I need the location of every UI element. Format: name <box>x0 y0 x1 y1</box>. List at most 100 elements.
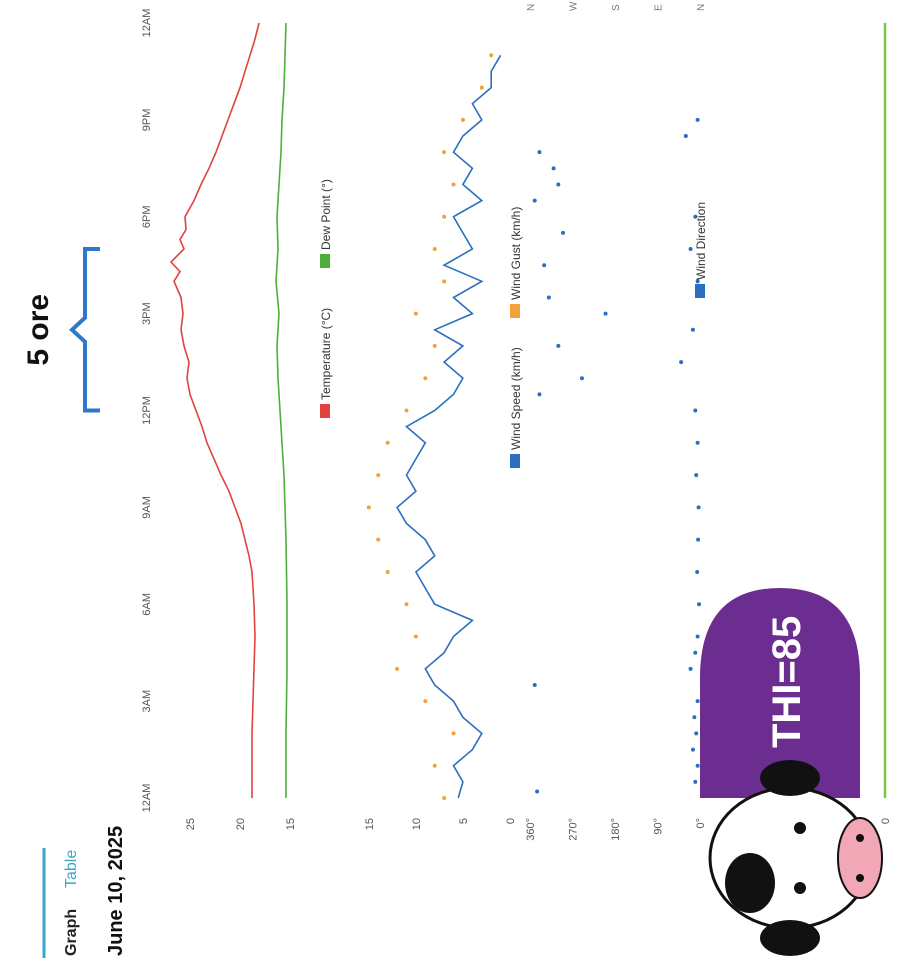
y-tick-label: 10 <box>411 818 423 830</box>
y-tick-label: 20 <box>235 818 247 830</box>
header: Graph Table June 10, 2025 <box>42 826 127 958</box>
y-tick-label: 360° <box>525 818 537 841</box>
wind-gust-point <box>385 569 390 574</box>
wind-direction-point <box>693 408 698 413</box>
date-label: June 10, 2025 <box>105 826 127 956</box>
badge-text: THI=85 <box>765 616 809 748</box>
wind-direction-point <box>556 343 561 348</box>
compass-label: N <box>526 4 537 11</box>
wind-gust-point <box>423 699 428 704</box>
temperature-line <box>169 22 260 798</box>
x-tick-label: 3AM <box>141 690 153 713</box>
legend-label: Wind Speed (km/h) <box>509 347 523 450</box>
wind-gust-point <box>432 343 437 348</box>
x-tick-label: 12AM <box>141 9 153 38</box>
badge-bubble <box>700 588 860 798</box>
legend-label: Dew Point (°) <box>319 179 333 250</box>
compass-label: W <box>569 1 580 11</box>
wind-gust-point <box>385 440 390 445</box>
wind-speed-line <box>396 54 502 799</box>
wind-direction-point <box>537 150 542 155</box>
tab-graph[interactable]: Graph <box>63 909 80 956</box>
y-tick-label: 0° <box>695 818 707 829</box>
thi-badge: THI=85 <box>700 588 883 956</box>
wind-direction-point <box>696 505 701 510</box>
annotation-bracket: 5 ore <box>22 247 100 413</box>
y-tick-label: 0 <box>505 818 517 824</box>
charts: 12AM 3AM 6AM 9AM 12PM 3PM 6PM 9PM 12AM 15 20 25 Temp… <box>141 1 892 841</box>
wind-direction-point <box>695 279 700 284</box>
y-tick-label: 15 <box>285 818 297 830</box>
dew-point-line <box>275 22 288 798</box>
wind-gust-point <box>376 473 381 478</box>
cow-ear-icon <box>760 760 820 796</box>
wind-gust-point <box>451 731 456 736</box>
wind-direction-point <box>688 666 693 671</box>
x-tick-label: 6PM <box>141 205 153 228</box>
wind-direction-point <box>693 650 698 655</box>
wind-gust-point <box>442 796 447 800</box>
wind-direction-point <box>697 602 702 607</box>
wind-direction-point <box>692 715 697 720</box>
wind-direction-point <box>695 634 700 639</box>
x-tick-label: 9PM <box>141 109 153 132</box>
bracket-line <box>69 247 100 413</box>
x-tick-label: 12PM <box>141 396 153 425</box>
y-tick-label: 90° <box>653 818 665 835</box>
y-tick-label: 180° <box>610 818 622 841</box>
x-tick-label: 12AM <box>141 784 153 813</box>
legend-label: Wind Gust (km/h) <box>509 207 523 300</box>
x-tick-label: 3PM <box>141 302 153 325</box>
wind-gust-point <box>395 666 400 671</box>
legend-swatch <box>320 254 330 268</box>
wind-gust-point <box>423 376 428 381</box>
cow-nostril-icon <box>856 874 864 882</box>
legend-swatch <box>510 454 520 468</box>
wind-direction-point <box>683 134 688 139</box>
wind-direction-point <box>579 376 584 381</box>
wind-gust-point <box>432 247 437 252</box>
legend-label: Temperature (°C) <box>319 308 333 400</box>
y-tick-label: 5 <box>458 818 470 824</box>
wind-gust-point <box>460 117 465 122</box>
wind-gust-point <box>376 537 381 542</box>
wind-gust-point <box>404 602 409 607</box>
x-tick-label: 6AM <box>141 593 153 616</box>
wind-direction-point <box>694 731 699 736</box>
wind-direction-point <box>688 247 693 252</box>
wind-direction-point <box>535 789 540 794</box>
wind-direction-point <box>695 440 700 445</box>
wind-gust-point <box>366 505 371 510</box>
wind-direction-point <box>542 263 547 268</box>
wind-direction-point <box>546 295 551 300</box>
legend-swatch <box>695 284 705 298</box>
wind-direction-point <box>695 117 700 122</box>
wind-gust-point <box>432 763 437 768</box>
wind-gust-point <box>413 634 418 639</box>
wind-gust-point <box>442 150 447 155</box>
y-tick-label: 25 <box>185 818 197 830</box>
compass-label: N <box>696 4 707 11</box>
wind-direction-point <box>603 311 608 316</box>
compass-label: S <box>611 4 622 11</box>
wind-direction-point <box>693 779 698 784</box>
wind-direction-point <box>695 699 700 704</box>
cow-eye-icon <box>794 822 806 834</box>
wind-direction-point <box>693 214 698 219</box>
wind-direction-point <box>532 682 537 687</box>
wind-gust-point <box>413 311 418 316</box>
wind-gust-point <box>442 214 447 219</box>
y-tick-label: 15 <box>364 818 376 830</box>
bracket-label: 5 ore <box>22 294 55 366</box>
wind-direction-point <box>537 392 542 397</box>
x-tick-label: 9AM <box>141 496 153 519</box>
wind-direction-point <box>695 763 700 768</box>
legend-label: Wind Direction <box>694 202 708 280</box>
tab-table[interactable]: Table <box>63 850 80 888</box>
wind-direction-point <box>532 198 537 203</box>
y-tick-label: 270° <box>568 818 580 841</box>
legend-swatch <box>320 404 330 418</box>
wind-gust-point <box>479 85 484 90</box>
wind-direction-point <box>679 360 684 365</box>
